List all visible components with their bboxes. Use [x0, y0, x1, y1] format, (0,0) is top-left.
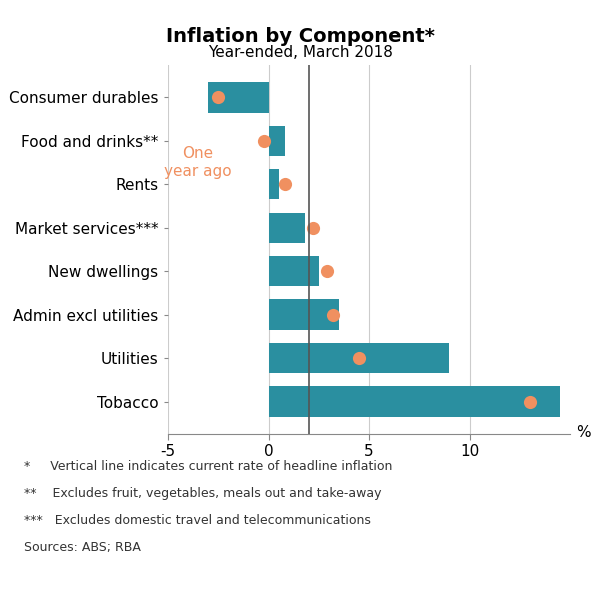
Point	[354, 353, 364, 363]
Point	[328, 310, 338, 320]
Bar	[269, 387, 560, 417]
Text: One
year ago: One year ago	[164, 146, 232, 179]
Bar	[269, 256, 319, 286]
Point	[525, 397, 535, 406]
Bar	[269, 169, 278, 200]
Point	[260, 136, 269, 146]
Text: *     Vertical line indicates current rate of headline inflation: * Vertical line indicates current rate o…	[24, 460, 392, 473]
Point	[308, 223, 317, 232]
Point	[214, 93, 223, 102]
Text: Year-ended, March 2018: Year-ended, March 2018	[208, 45, 392, 59]
Point	[280, 179, 289, 189]
Text: ***   Excludes domestic travel and telecommunications: *** Excludes domestic travel and telecom…	[24, 514, 371, 527]
Bar	[269, 213, 305, 243]
Bar	[269, 343, 449, 374]
Point	[322, 267, 332, 276]
Text: Inflation by Component*: Inflation by Component*	[166, 27, 434, 46]
Text: **    Excludes fruit, vegetables, meals out and take-away: ** Excludes fruit, vegetables, meals out…	[24, 487, 382, 500]
Bar	[269, 299, 339, 330]
Text: Sources: ABS; RBA: Sources: ABS; RBA	[24, 541, 141, 554]
Text: %: %	[576, 425, 590, 440]
Bar	[208, 82, 269, 112]
Bar	[269, 125, 284, 156]
